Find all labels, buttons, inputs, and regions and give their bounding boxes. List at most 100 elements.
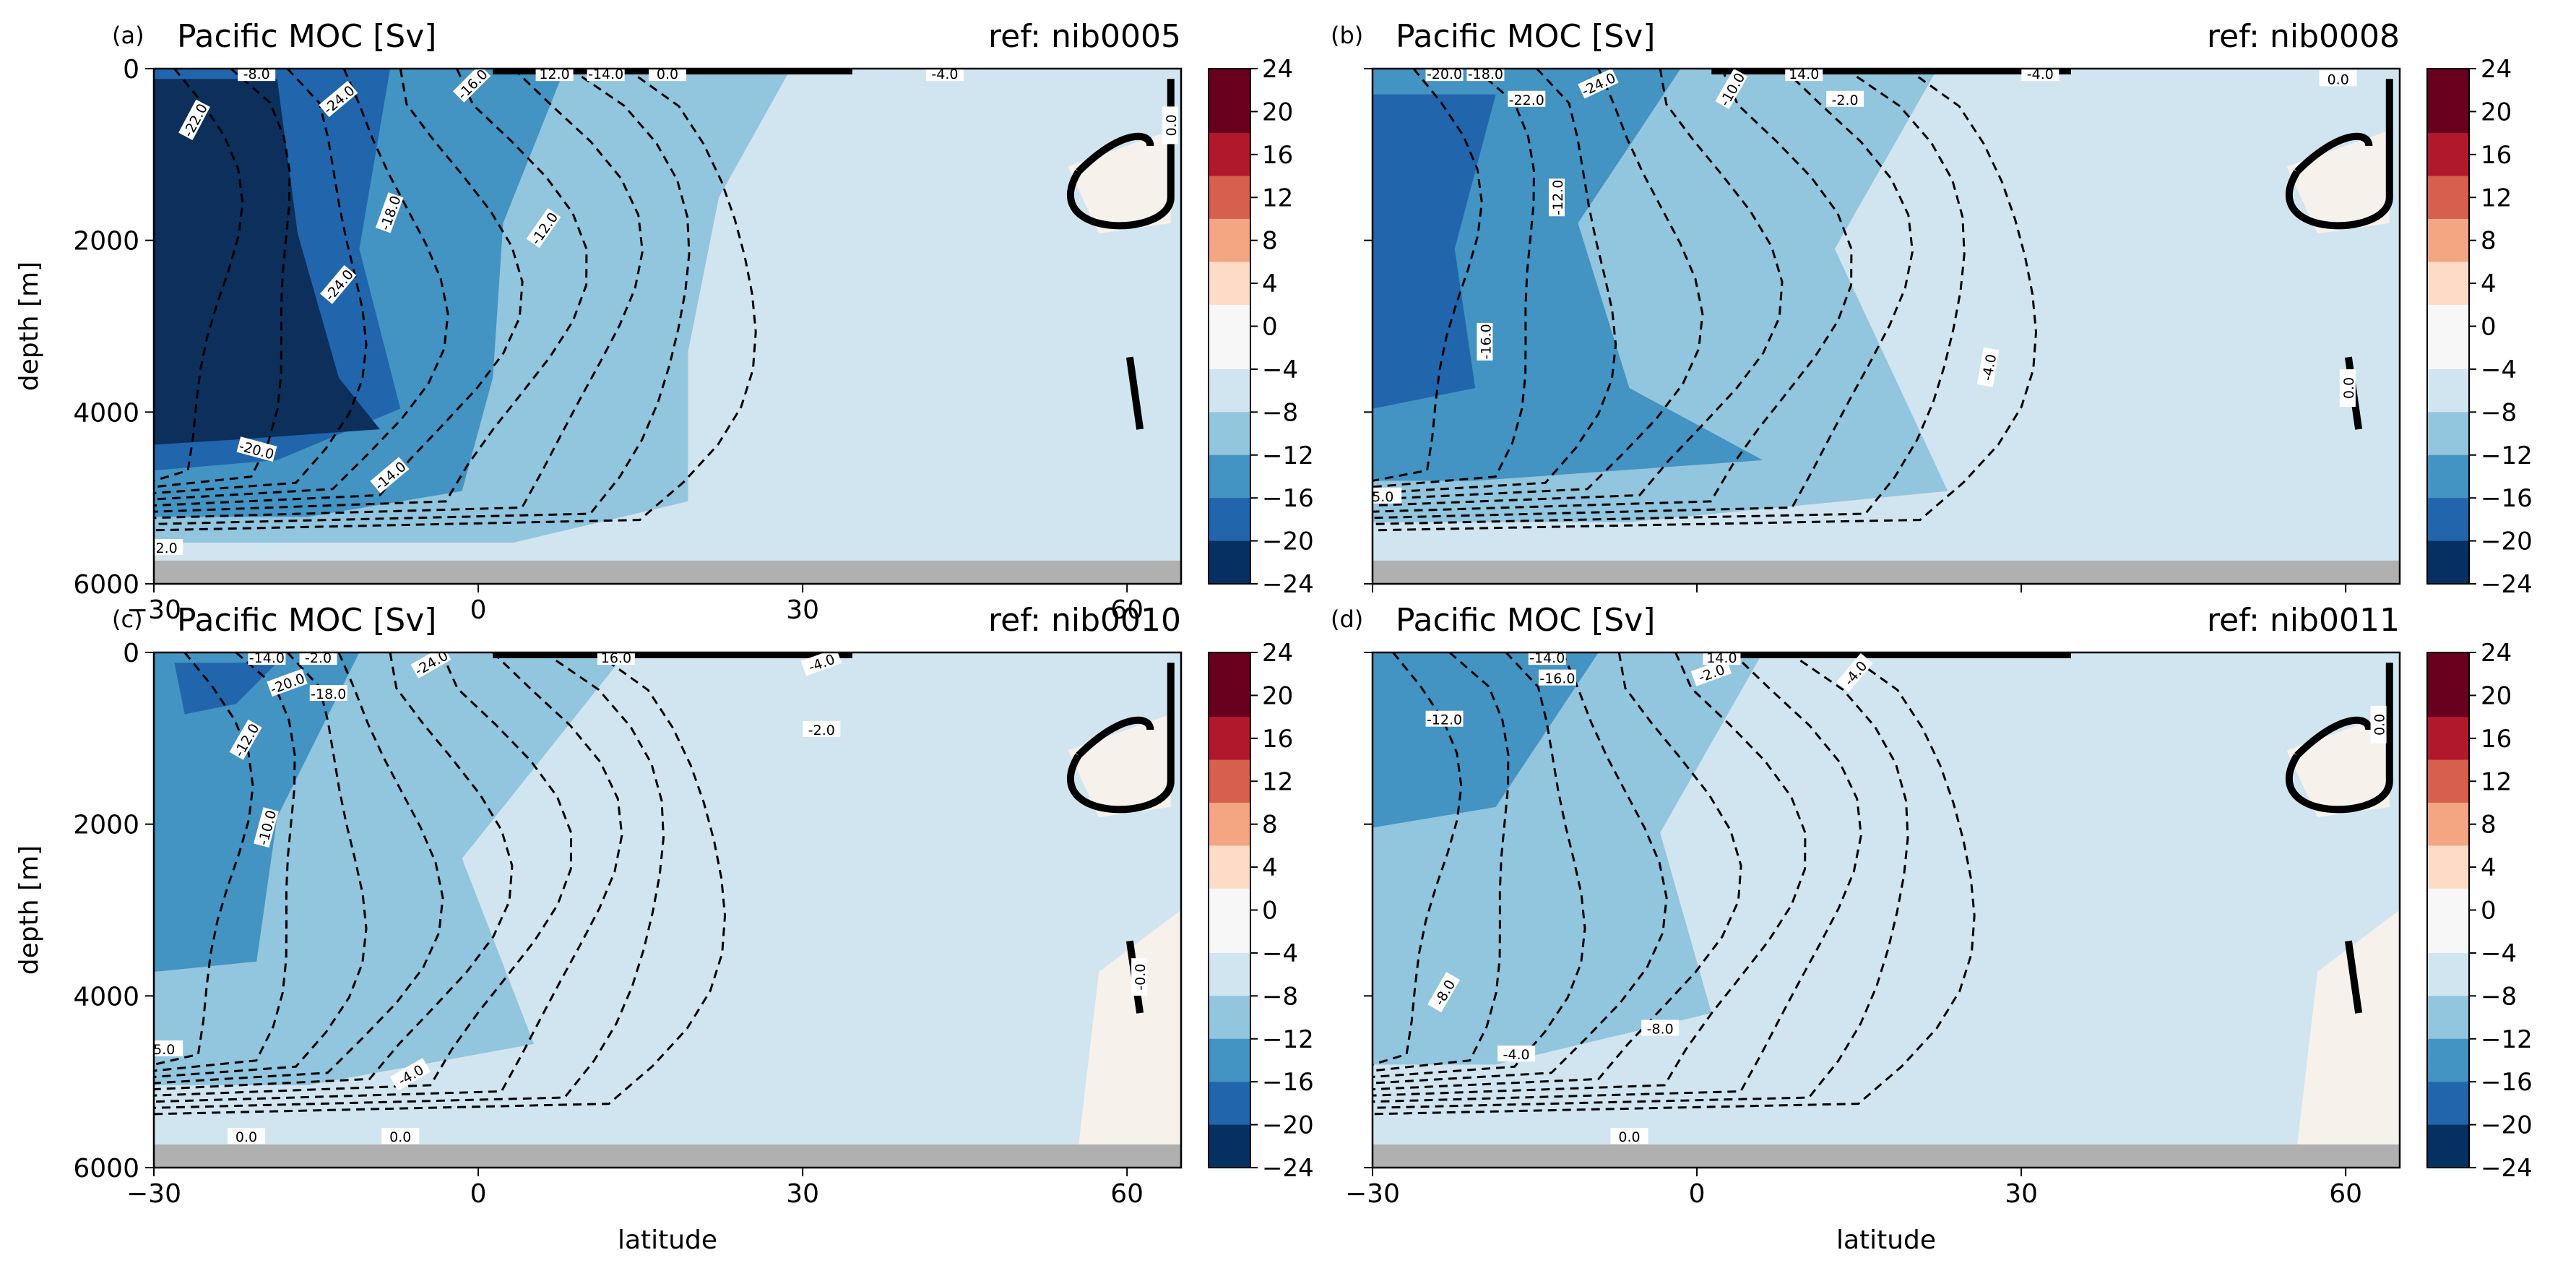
contour-label-bg [299, 652, 337, 665]
panel-letter: (b) [1331, 22, 1363, 49]
colorbar-swatch [1209, 1124, 1250, 1147]
panel-letter: (a) [112, 22, 144, 49]
panel-letter: (c) [112, 605, 143, 633]
colorbar-tick-label: 16 [1262, 725, 1293, 754]
x-tick-label: 60 [2329, 1179, 2362, 1209]
colorbar-swatch [1209, 996, 1250, 1018]
colorbar-swatch [1209, 1060, 1250, 1082]
axes-frame [152, 67, 1183, 585]
colorbar-swatch [2427, 717, 2469, 739]
contour-label: 0.0 [1618, 1129, 1640, 1145]
contour-label-bg [248, 652, 286, 665]
colorbar-tick-label: −24 [2481, 570, 2533, 599]
contour-label: -12.0 [1550, 180, 1566, 215]
colorbar-swatch [1209, 1103, 1250, 1126]
y-tick-label: 6000 [73, 1154, 139, 1184]
colorbar-swatch [2427, 781, 2469, 803]
surface-contours [1711, 69, 2071, 74]
contour-label-bg [1715, 69, 1748, 110]
colorbar-swatch [1209, 412, 1250, 434]
panel-b: -20.0 -18.0 -24.0-22.0 -10.0 -2.0-4.0 0.0-12.… [1331, 18, 2533, 599]
land-mask [1373, 1144, 2400, 1168]
contour-label-group: -2.0 [299, 652, 337, 666]
colorbar-swatch [2427, 824, 2469, 846]
colorbar-swatch [2427, 1060, 2469, 1082]
colorbar-tick-label: 20 [2481, 98, 2512, 126]
contour-line [154, 652, 254, 1066]
shaded-region [2286, 714, 2390, 818]
colorbar-tick-label: 4 [1262, 853, 1278, 882]
colorbar-swatch [2427, 996, 2469, 1018]
colorbar-tick-label: −12 [1262, 1025, 1314, 1054]
contour-label-group: -14.0 [1528, 652, 1566, 666]
colorbar-swatch [1209, 197, 1250, 220]
plot-area: -14.0-16.0-12.0-2.0 -4.0-8.0-4.0-8.00.00.… [1373, 650, 2400, 1168]
contour-label: 14.0 [1789, 66, 1819, 82]
contour-line [1373, 652, 1586, 1079]
contour-label-bg [1497, 1046, 1536, 1062]
x-tick-label: 0 [470, 1179, 487, 1209]
x-tick-label: −30 [126, 1179, 181, 1209]
contour-label-group: -18.0 [309, 685, 347, 702]
colorbar-swatch [2427, 368, 2469, 392]
colorbar-swatch [1209, 90, 1250, 112]
y-tick-label: 0 [123, 639, 139, 668]
contour-line [154, 652, 665, 1109]
colorbar-swatch [1209, 759, 1250, 782]
contour-label: -4.0 [1503, 1047, 1530, 1063]
colorbar-swatch [1209, 326, 1250, 348]
colorbar-swatch [2427, 974, 2469, 996]
colorbar: 24 20 16 12 8 4 0 −4 −8 −12 −16 −20 −24 [2426, 55, 2533, 599]
contour-line [1373, 652, 1742, 1091]
colorbar-swatch [2427, 562, 2469, 585]
y-tick-label: 2000 [73, 811, 139, 840]
contour-line [1373, 652, 1668, 1085]
plot-area: -14.0 -2.0-20.0 -18.0-24.0-12.0-10.0-2.0-4… [154, 652, 1181, 1168]
colorbar-swatch [2427, 867, 2469, 889]
colorbar-swatch [2427, 498, 2469, 520]
colorbar-swatch [1209, 867, 1250, 889]
colorbar-swatch [2427, 695, 2469, 717]
contour-label: 14.0 [1706, 650, 1737, 666]
y-tick-label: 4000 [73, 398, 139, 428]
colorbar-swatch [2427, 476, 2469, 499]
colorbar-swatch [1209, 133, 1250, 155]
colorbar-tick-label: 20 [1262, 681, 1293, 710]
colorbar-swatch [2427, 673, 2469, 696]
contour-label-bg [410, 652, 451, 678]
contour-label-bg [2339, 369, 2356, 408]
contour-label-group: 0.0 [1162, 106, 1180, 145]
contour-label-bg [370, 457, 410, 493]
contour-label-group: -4.0 [2021, 66, 2059, 82]
colorbar-swatch [2427, 1146, 2469, 1168]
colorbar-swatch [2427, 133, 2469, 155]
shaded-region [1078, 910, 1181, 1147]
zero-contour [2344, 940, 2363, 1014]
x-tick-label: 30 [786, 1179, 819, 1209]
contour-line [154, 652, 368, 1079]
x-tick-label: −30 [126, 595, 181, 625]
colorbar-swatch [2427, 759, 2469, 782]
zero-contour [2286, 79, 2393, 230]
x-tick-label: 30 [2005, 1179, 2038, 1209]
shaded-region [1068, 130, 1171, 234]
colorbar-swatch [1209, 498, 1250, 520]
colorbar-swatch [1209, 283, 1250, 306]
colorbar-swatch [2427, 154, 2469, 177]
colorbar-tick-label: 12 [2481, 184, 2512, 212]
colorbar-tick-label: −24 [1262, 1154, 1314, 1183]
contour-label: -2.0 [1832, 92, 1859, 108]
contour-label-group: -12.0 [1548, 178, 1566, 217]
contour-line [154, 69, 588, 513]
contour-line [154, 69, 524, 507]
contour-label: -0.0 [1133, 964, 1149, 991]
colorbar-tick-label: 4 [1262, 270, 1278, 298]
contour-label-group: -16.0 [1477, 322, 1494, 361]
plot-area: -22.0-24.0 -16.0-18.0 -12.0-24.0-20.0-14.0… [154, 69, 1181, 584]
contour-label-group: -0.0 [1131, 958, 1149, 996]
contour-label-bg [1528, 652, 1566, 665]
colorbar-tick-label: 12 [1262, 184, 1293, 212]
contour-label-bg [649, 69, 686, 82]
contour-label: -4.0 [2027, 66, 2054, 82]
contour-label-group: 0.0 [1610, 1128, 1648, 1145]
